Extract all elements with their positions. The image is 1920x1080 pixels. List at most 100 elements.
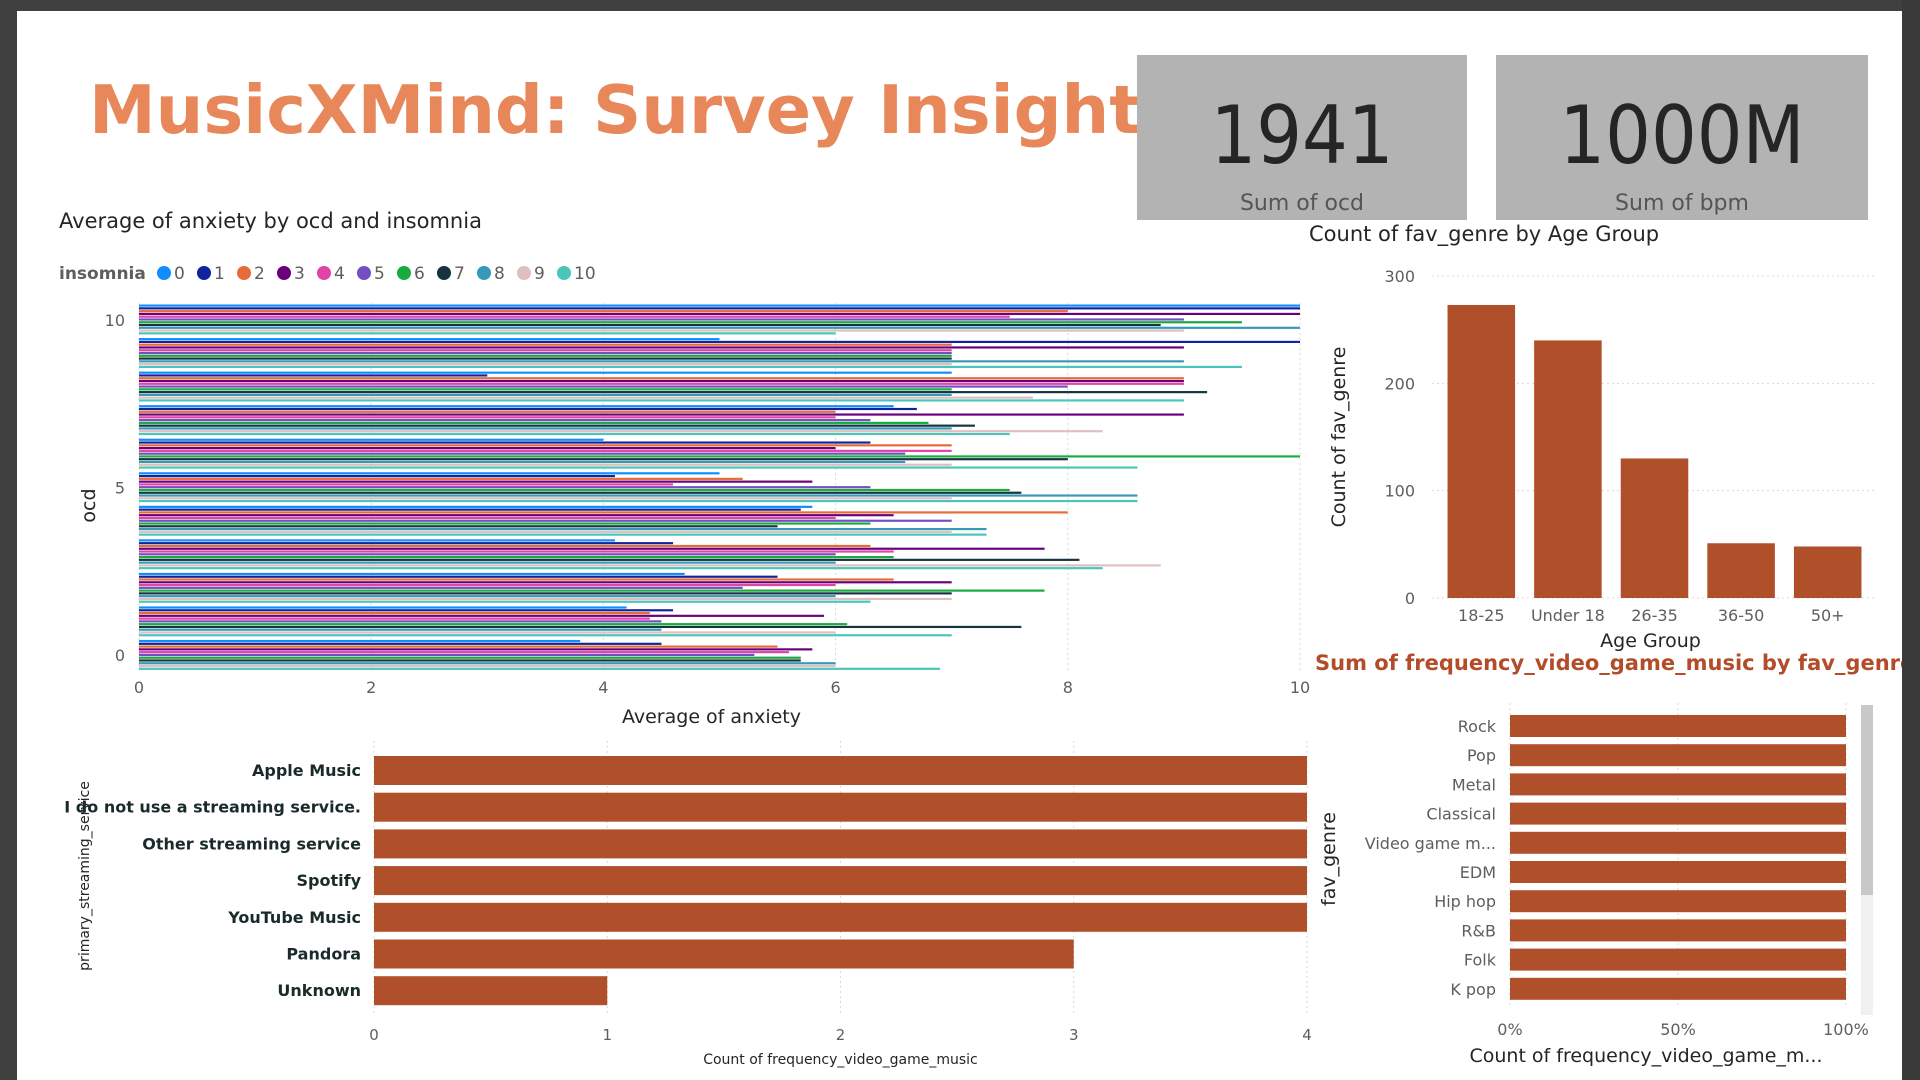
legend-label: 9 (534, 264, 545, 284)
bar (139, 631, 836, 634)
bar (139, 539, 616, 542)
bar (139, 416, 836, 419)
bar (1534, 340, 1602, 598)
genre-chart: 0% 50% 100% Rock Pop Metal Classical Video game… (1318, 703, 1873, 1067)
bar (139, 648, 813, 651)
y-tick-label: 0 (1405, 589, 1415, 608)
x-tick-label: 50% (1660, 1020, 1696, 1039)
bar (139, 318, 1184, 321)
bar (139, 651, 790, 654)
card-value: 1941 (1210, 89, 1394, 182)
x-tick-label: 18-25 (1458, 606, 1505, 625)
legend-marker (357, 266, 371, 280)
bar (139, 595, 836, 598)
bar (1510, 715, 1846, 737)
y-tick-label: 10 (105, 311, 125, 330)
x-axis-title: Count of frequency_video_game_music (703, 1052, 978, 1068)
card-sum-bpm[interactable]: 1000M Sum of bpm (1496, 55, 1868, 220)
y-tick-label: Other streaming service (142, 834, 361, 853)
bar (139, 555, 894, 559)
y-tick-label: Hip hop (1434, 892, 1496, 911)
y-axis-title: primary_streaming_service (77, 781, 93, 971)
bar (1707, 543, 1775, 598)
bar (139, 329, 1184, 332)
bar (139, 323, 1161, 327)
legend-label: 4 (334, 264, 345, 284)
page-title: MusicXMind: Survey Insights (89, 71, 1182, 149)
bar (374, 976, 608, 1006)
legend-marker (437, 266, 451, 280)
y-tick-label: Metal (1452, 775, 1496, 794)
bar (139, 483, 674, 486)
bar (139, 564, 1161, 567)
bar (1510, 861, 1846, 883)
bar (139, 553, 836, 556)
y-tick-label: 5 (115, 479, 125, 498)
legend-marker (317, 266, 331, 280)
bar (139, 405, 894, 408)
bar (139, 360, 1184, 363)
bar (139, 388, 952, 391)
card-sum-ocd[interactable]: 1941 Sum of ocd (1137, 55, 1467, 220)
bar (139, 499, 1138, 503)
bar (139, 385, 1068, 388)
bar (139, 486, 871, 489)
x-tick-label: 6 (831, 678, 841, 697)
bar (1510, 977, 1846, 1000)
legend-marker (477, 266, 491, 280)
anxiety-chart-title: Average of anxiety by ocd and insomnia (59, 209, 482, 233)
bar (139, 357, 952, 360)
x-tick-label: 0% (1497, 1020, 1522, 1039)
bar (139, 659, 801, 662)
y-tick-label: Unknown (277, 981, 361, 1000)
y-tick-label: Rock (1458, 717, 1497, 736)
bar (139, 407, 917, 411)
bar (139, 413, 1184, 416)
bar (139, 444, 952, 447)
bar (139, 614, 824, 617)
bar (139, 346, 1184, 349)
bar (139, 656, 801, 659)
bar (139, 533, 987, 536)
bar (139, 620, 662, 623)
bar (1510, 802, 1846, 825)
bar (1510, 744, 1846, 767)
y-axis-title: Count of fav_genre (1328, 347, 1350, 528)
bar (139, 561, 836, 564)
legend-marker (197, 266, 211, 280)
scrollbar-thumb[interactable] (1861, 705, 1873, 895)
bar (374, 756, 1307, 785)
x-tick-label: 8 (1063, 678, 1073, 697)
genre-chart-title: Sum of frequency_video_game_music by fav… (1315, 651, 1902, 675)
legend-label: 0 (174, 264, 185, 284)
x-tick-label: Under 18 (1531, 606, 1605, 625)
age-chart-title: Count of fav_genre by Age Group (1309, 222, 1660, 246)
bar (139, 452, 906, 455)
bar (139, 377, 1184, 380)
bar (139, 542, 674, 545)
bar (139, 544, 871, 548)
bar (139, 642, 662, 645)
bar (139, 662, 836, 665)
y-tick-label: 0 (115, 646, 125, 665)
x-tick-label: 26-35 (1631, 606, 1678, 625)
bar (139, 396, 1033, 399)
bar (139, 363, 952, 366)
y-tick-label: K pop (1450, 980, 1496, 999)
legend-label: 3 (294, 264, 305, 284)
bar (139, 625, 1022, 629)
bar (139, 424, 975, 427)
bar (139, 430, 1103, 433)
bar (139, 558, 1080, 561)
bar (139, 391, 1208, 394)
bar (374, 866, 1307, 896)
bar (139, 343, 952, 346)
bar (139, 374, 488, 377)
legend-title: insomnia (59, 264, 146, 284)
x-tick-label: 4 (1302, 1026, 1312, 1044)
y-axis-title: fav_genre (1318, 812, 1340, 906)
bar (139, 365, 1242, 368)
bar (139, 583, 836, 587)
bar (139, 634, 952, 637)
bar (139, 606, 627, 609)
